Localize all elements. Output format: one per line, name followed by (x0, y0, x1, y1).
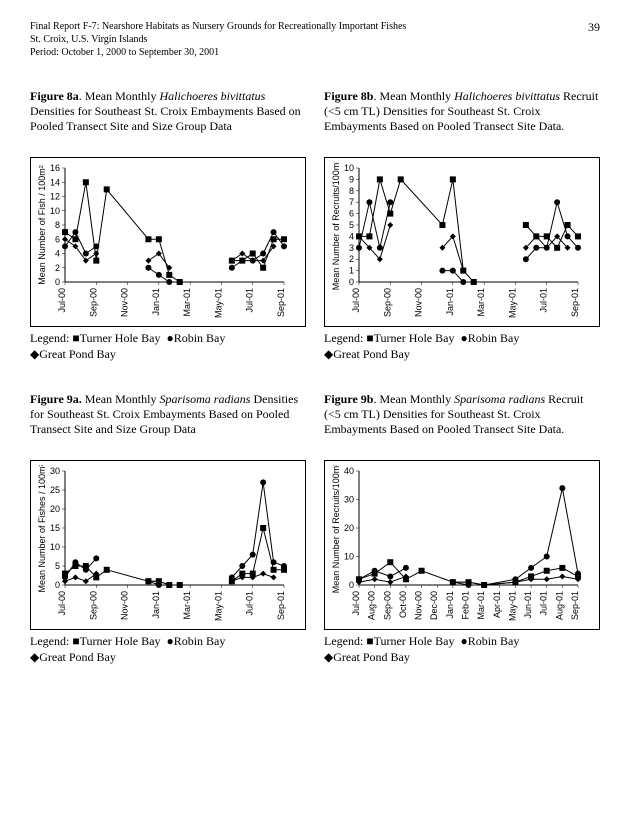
svg-text:Sep-01: Sep-01 (570, 288, 580, 317)
svg-text:7: 7 (349, 197, 354, 207)
svg-text:0: 0 (349, 580, 354, 590)
svg-text:10: 10 (50, 542, 60, 552)
figure-8a-caption: Figure 8a. Mean Monthly Halichoeres bivi… (30, 89, 306, 151)
svg-text:2: 2 (55, 263, 60, 273)
svg-text:30: 30 (344, 495, 354, 505)
svg-text:1: 1 (349, 266, 354, 276)
svg-text:10: 10 (344, 552, 354, 562)
svg-text:30: 30 (50, 466, 60, 476)
svg-text:Jun-01: Jun-01 (523, 591, 533, 619)
svg-text:14: 14 (50, 177, 60, 187)
svg-text:4: 4 (349, 231, 354, 241)
svg-text:Jan-01: Jan-01 (445, 288, 455, 316)
svg-text:20: 20 (50, 504, 60, 514)
svg-text:Mean Number of Fish / 100m²: Mean Number of Fish / 100m² (37, 165, 47, 285)
svg-text:Nov-00: Nov-00 (414, 591, 424, 620)
svg-text:Aug-00: Aug-00 (367, 591, 377, 620)
svg-text:Jul-01: Jul-01 (245, 591, 255, 616)
figure-9a-chart: 0 5 10 15 20 25 30 Jul-00 Sep-00 Nov-00 Jan-01 Mar-… (30, 460, 306, 630)
report-header: Final Report F-7: Nearshore Habitats as … (30, 20, 600, 59)
svg-text:Sep-01: Sep-01 (276, 591, 286, 620)
svg-text:Mar-01: Mar-01 (182, 591, 192, 620)
svg-text:Mar-01: Mar-01 (476, 288, 486, 317)
svg-text:May-01: May-01 (507, 591, 517, 621)
svg-text:May-01: May-01 (507, 288, 517, 318)
svg-text:Mar-01: Mar-01 (182, 288, 192, 317)
svg-text:Apr-01: Apr-01 (492, 591, 502, 618)
figure-grid: Figure 8a. Mean Monthly Halichoeres bivi… (30, 89, 600, 665)
svg-text:12: 12 (50, 192, 60, 202)
svg-text:9: 9 (349, 174, 354, 184)
svg-text:5: 5 (349, 220, 354, 230)
svg-text:8: 8 (55, 220, 60, 230)
svg-text:Jan-01: Jan-01 (445, 591, 455, 619)
svg-text:16: 16 (50, 163, 60, 173)
svg-text:40: 40 (344, 466, 354, 476)
svg-text:5: 5 (55, 561, 60, 571)
figure-9b-legend: Legend: ■Turner Hole Bay ●Robin Bay ◆Gre… (324, 634, 600, 665)
header-line-2: St. Croix, U.S. Virgin Islands (30, 33, 600, 46)
svg-text:Jan-01: Jan-01 (151, 288, 161, 316)
svg-text:0: 0 (55, 580, 60, 590)
svg-text:Feb-01: Feb-01 (461, 591, 471, 620)
svg-text:Aug-01: Aug-01 (554, 591, 564, 620)
svg-text:Jul-01: Jul-01 (539, 591, 549, 616)
svg-text:25: 25 (50, 485, 60, 495)
svg-text:Mar-01: Mar-01 (476, 591, 486, 620)
svg-text:8: 8 (349, 186, 354, 196)
svg-text:Oct-00: Oct-00 (398, 591, 408, 618)
svg-text:20: 20 (344, 523, 354, 533)
svg-text:Jul-00: Jul-00 (57, 288, 67, 313)
svg-text:Sep-01: Sep-01 (276, 288, 286, 317)
svg-text:Jan-01: Jan-01 (151, 591, 161, 619)
svg-text:0: 0 (349, 277, 354, 287)
svg-text:Jul-00: Jul-00 (351, 288, 361, 313)
svg-text:Dec-00: Dec-00 (429, 591, 439, 620)
svg-text:10: 10 (344, 163, 354, 173)
figure-9b-chart: 0 10 20 30 40 Jul-00 Aug-00 Sep-00 Oct-00 Nov-00 D… (324, 460, 600, 630)
figure-9b: Figure 9b. Mean Monthly Sparisoma radian… (324, 392, 600, 665)
figure-8b-legend: Legend: ■Turner Hole Bay ●Robin Bay ◆Gre… (324, 331, 600, 362)
svg-text:4: 4 (55, 249, 60, 259)
svg-text:Sep-00: Sep-00 (382, 288, 392, 317)
svg-text:Nov-00: Nov-00 (120, 288, 130, 317)
figure-9a-legend: Legend: ■Turner Hole Bay ●Robin Bay ◆Gre… (30, 634, 306, 665)
svg-text:6: 6 (349, 209, 354, 219)
svg-text:Sep-00: Sep-00 (88, 288, 98, 317)
svg-text:Sep-00: Sep-00 (382, 591, 392, 620)
svg-text:Nov-00: Nov-00 (414, 288, 424, 317)
svg-text:15: 15 (50, 523, 60, 533)
figure-8b: Figure 8b. Mean Monthly Halichoeres bivi… (324, 89, 600, 362)
svg-text:Jul-00: Jul-00 (351, 591, 361, 616)
svg-text:Sep-00: Sep-00 (88, 591, 98, 620)
svg-text:10: 10 (50, 206, 60, 216)
figure-8a-chart: 0 2 4 6 8 10 12 14 16 Jul-00 Sep-00 Nov-00 Jan-01 Mar… (30, 157, 306, 327)
svg-text:May-01: May-01 (213, 288, 223, 318)
figure-8b-chart: 01 23 456 78 910 Jul-00 Sep-00 Nov-00 Jan-01 Mar-… (324, 157, 600, 327)
svg-text:May-01: May-01 (213, 591, 223, 621)
svg-text:2: 2 (349, 254, 354, 264)
svg-text:0: 0 (55, 277, 60, 287)
svg-text:Jul-01: Jul-01 (245, 288, 255, 313)
svg-text:3: 3 (349, 243, 354, 253)
figure-8a: Figure 8a. Mean Monthly Halichoeres bivi… (30, 89, 306, 362)
svg-text:Mean Number of Recruits/100m²: Mean Number of Recruits/100m² (331, 465, 341, 593)
svg-text:Sep-01: Sep-01 (570, 591, 580, 620)
svg-text:Mean Number of Recruits/100m²: Mean Number of Recruits/100m² (331, 162, 341, 290)
header-line-1: Final Report F-7: Nearshore Habitats as … (30, 20, 600, 33)
figure-8b-caption: Figure 8b. Mean Monthly Halichoeres bivi… (324, 89, 600, 151)
figure-9a-caption: Figure 9a. Mean Monthly Sparisoma radian… (30, 392, 306, 454)
figure-9a: Figure 9a. Mean Monthly Sparisoma radian… (30, 392, 306, 665)
svg-text:Nov-00: Nov-00 (120, 591, 130, 620)
header-line-3: Period: October 1, 2000 to September 30,… (30, 46, 600, 59)
svg-text:Jul-01: Jul-01 (539, 288, 549, 313)
figure-8a-legend: Legend: ■Turner Hole Bay ●Robin Bay ◆Gre… (30, 331, 306, 362)
page-number: 39 (588, 20, 600, 36)
svg-text:Jul-00: Jul-00 (57, 591, 67, 616)
figure-9b-caption: Figure 9b. Mean Monthly Sparisoma radian… (324, 392, 600, 454)
svg-text:6: 6 (55, 234, 60, 244)
svg-text:Mean Number of Fishes / 100m²: Mean Number of Fishes / 100m² (37, 465, 47, 593)
